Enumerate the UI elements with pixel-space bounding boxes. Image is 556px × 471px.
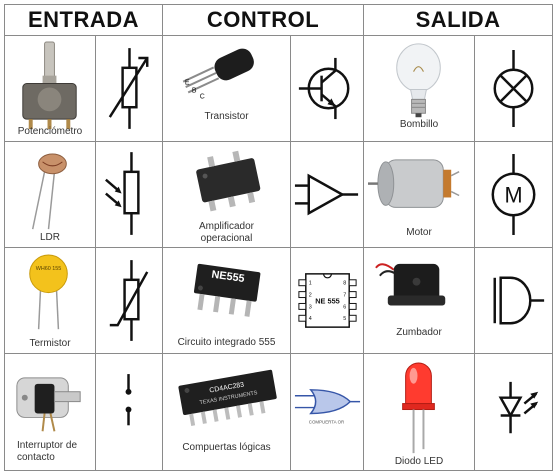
header-entrada: ENTRADA (4, 4, 163, 36)
buzzer-symbol-cell (474, 247, 554, 354)
ldr-cell: LDR (4, 141, 96, 248)
switch-symbol-icon (125, 374, 132, 426)
or-gate-symbol-cell: COMPUERTA OR (289, 353, 365, 471)
buzzer-cell: Zumbador (363, 247, 476, 354)
ic555-chip-text: NE555 (211, 269, 246, 286)
potentiometer-symbol-cell (95, 35, 163, 142)
logic-gates-label: Compuertas lógicas (182, 442, 271, 453)
potentiometer-cell: Potenciómetro (4, 35, 96, 142)
ic555-cell: NE555 Circuito integrado 555 (162, 247, 291, 354)
thermistor-symbol-icon (109, 260, 149, 341)
ldr-symbol-icon (105, 152, 140, 235)
ic555-pin-6: 6 (343, 304, 346, 310)
transistor-label: Transistor (204, 111, 249, 122)
thermistor-photo: WH60 155 (29, 254, 68, 330)
opamp-cell: Amplificador operacional (162, 141, 291, 248)
opamp-symbol-icon (294, 173, 359, 216)
bulb-symbol-cell (474, 35, 554, 142)
buzzer-photo (375, 263, 446, 306)
ldr-symbol-cell (95, 141, 163, 248)
switch-cell: Interruptor de contacto (4, 353, 96, 471)
header-row: ENTRADA CONTROL SALIDA (4, 4, 554, 36)
motor-symbol-icon: M (491, 154, 536, 235)
motor-label: Motor (406, 227, 432, 238)
potentiometer-symbol-icon (108, 48, 149, 129)
ic555-pin-2: 2 (309, 293, 312, 299)
ldr-label: LDR (39, 232, 60, 243)
transistor-pin-e: E (185, 80, 190, 87)
bulb-photo (396, 43, 441, 118)
motor-symbol-cell: M (474, 141, 554, 248)
buzzer-symbol-icon (493, 276, 545, 325)
led-symbol-icon (498, 381, 539, 434)
opamp-symbol-cell (289, 141, 365, 248)
led-symbol-cell (474, 353, 554, 471)
logic-gates-cell: CD4AC283 TEXAS INSTRUMENTS Compuertas ló… (162, 353, 291, 471)
header-control: CONTROL (161, 4, 365, 36)
ic555-pin-1: 1 (309, 281, 312, 287)
ic555-pin-7: 7 (343, 293, 346, 299)
thermistor-body-text: WH60 155 (36, 266, 62, 272)
thermistor-label: Termistor (29, 338, 71, 349)
ic555-pin-3: 3 (309, 304, 312, 310)
ic555-symbol-cell: 1 2 3 4 8 7 6 5 NE 555 (289, 247, 365, 354)
switch-symbol-cell (95, 353, 163, 471)
ic555-label: Circuito integrado 555 (177, 337, 276, 348)
ic555-pin-4: 4 (309, 316, 312, 322)
thermistor-cell: WH60 155 Termistor (4, 247, 96, 354)
ldr-photo (31, 153, 67, 230)
potentiometer-label: Potenciómetro (17, 126, 83, 137)
transistor-photo: E B C (182, 48, 254, 100)
table-row: Interruptor de contacto CD4AC283 TEXAS I… (4, 353, 554, 471)
transistor-symbol-icon (298, 57, 350, 120)
ic555-pin-5: 5 (343, 316, 346, 322)
transistor-cell: E B C Transistor (162, 35, 291, 142)
transistor-pin-b: B (192, 87, 197, 94)
transistor-pin-c: C (200, 93, 205, 100)
ic555-photo: NE555 (193, 263, 261, 317)
led-label: Diodo LED (394, 456, 444, 467)
opamp-photo (196, 150, 261, 212)
or-gate-symbol-icon: COMPUERTA OR (294, 389, 361, 424)
table-row: WH60 155 Termistor NE555 (4, 247, 554, 354)
ic555-symbol-text: NE 555 (315, 296, 340, 305)
buzzer-label: Zumbador (396, 327, 442, 338)
led-cell: Diodo LED (363, 353, 476, 471)
lamp-symbol-icon (493, 49, 534, 128)
led-photo (402, 362, 435, 454)
bulb-cell: Bombillo (363, 35, 476, 142)
header-salida: SALIDA (363, 4, 554, 36)
thermistor-symbol-cell (95, 247, 163, 354)
motor-symbol-letter: M (504, 182, 522, 207)
or-gate-caption: COMPUERTA OR (309, 419, 344, 424)
bulb-label: Bombillo (399, 119, 439, 130)
opamp-label: Amplificador operacional (198, 221, 255, 244)
switch-photo (16, 377, 81, 432)
logic-gates-photo: CD4AC283 TEXAS INSTRUMENTS (178, 369, 277, 426)
motor-photo (368, 159, 460, 208)
potentiometer-photo (22, 41, 77, 130)
components-table: ENTRADA CONTROL SALIDA Potenciómetro (4, 4, 554, 471)
table-row: LDR (4, 141, 554, 248)
ic555-pin-8: 8 (343, 281, 346, 287)
motor-cell: Motor (363, 141, 476, 248)
switch-label: Interruptor de contacto (17, 440, 78, 463)
table-row: Potenciómetro E (4, 35, 554, 142)
ic555-symbol-icon: 1 2 3 4 8 7 6 5 NE 555 (298, 273, 357, 328)
transistor-symbol-cell (289, 35, 365, 142)
